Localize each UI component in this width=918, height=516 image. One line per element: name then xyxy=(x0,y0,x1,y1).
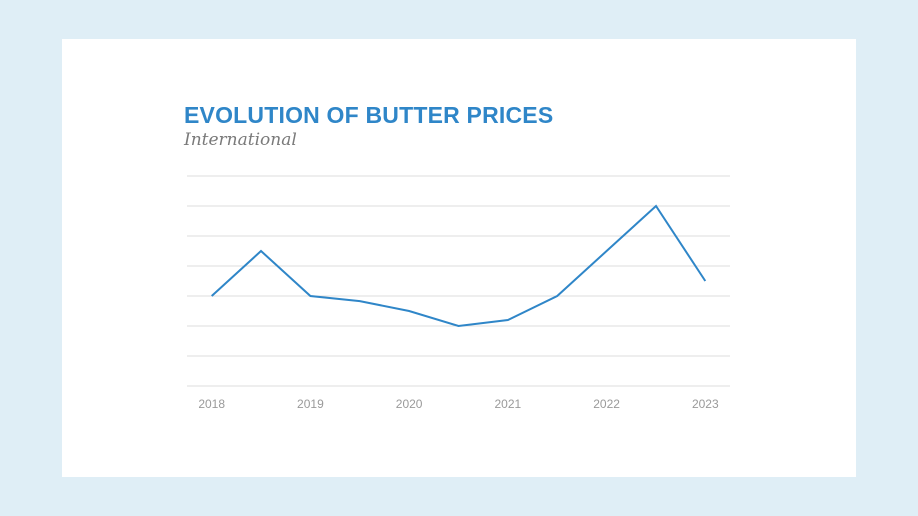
chart-title: EVOLUTION OF BUTTER PRICES xyxy=(184,102,554,128)
x-tick-label: 2019 xyxy=(297,397,324,411)
chart-card xyxy=(62,39,856,477)
x-axis-ticks: 2018 2019 2020 2021 2022 2023 xyxy=(198,397,719,411)
x-tick-label: 2023 xyxy=(692,397,719,411)
x-tick-label: 2022 xyxy=(593,397,620,411)
series-lines xyxy=(211,204,707,328)
series-line-0 xyxy=(211,204,707,328)
x-tick-label: 2021 xyxy=(495,397,522,411)
x-tick-label: 2018 xyxy=(198,397,225,411)
chart-subtitle: International xyxy=(184,130,297,150)
x-tick-label: 2020 xyxy=(396,397,423,411)
gridlines xyxy=(187,175,730,387)
